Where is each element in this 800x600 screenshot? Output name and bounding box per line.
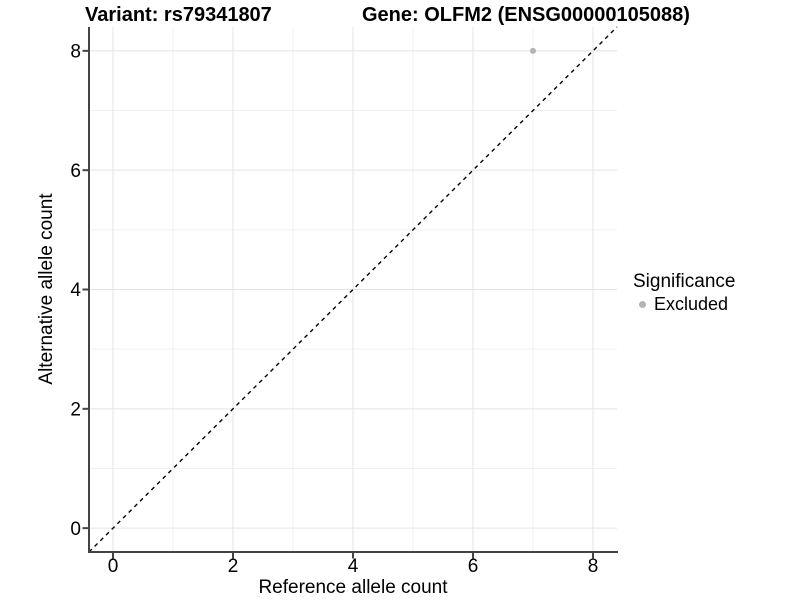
legend-item-label: Excluded (654, 293, 729, 314)
data-point (530, 47, 536, 54)
legend-item-excluded: Excluded (633, 293, 735, 315)
y-axis-title: Alternative allele count (36, 193, 57, 385)
x-tick-label: 0 (108, 556, 119, 577)
legend-title: Significance (633, 271, 736, 292)
x-tick-label: 2 (228, 556, 239, 577)
y-tick-label: 6 (70, 161, 81, 182)
excluded-point-icon (638, 300, 646, 308)
x-tick-label: 4 (348, 556, 359, 577)
variant-title: Variant: rs79341807 (85, 4, 272, 26)
gene-title: Gene: OLFM2 (ENSG00000105088) (362, 4, 690, 26)
legend: Significance Excluded (633, 271, 735, 315)
x-axis-title: Reference allele count (258, 577, 448, 598)
y-tick-label: 2 (70, 399, 81, 420)
y-tick-label: 8 (70, 42, 81, 63)
y-tick-label: 0 (70, 519, 81, 540)
x-tick-label: 8 (588, 556, 599, 577)
y-tick-label: 4 (70, 280, 81, 301)
x-tick-label: 6 (468, 556, 479, 577)
legend-key (633, 295, 651, 313)
